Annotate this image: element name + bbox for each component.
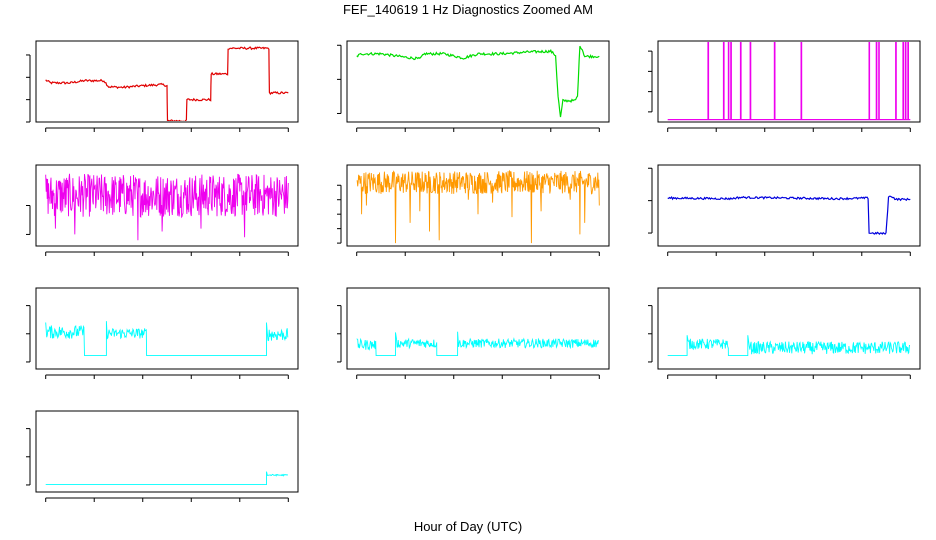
chart-panel-1 bbox=[26, 40, 299, 132]
series-line bbox=[356, 331, 599, 357]
data-area bbox=[45, 321, 289, 357]
series-line bbox=[667, 335, 910, 357]
series-line bbox=[45, 173, 289, 241]
series-line bbox=[667, 42, 911, 121]
chart-panel-3 bbox=[648, 40, 921, 132]
panels-group bbox=[26, 40, 921, 502]
chart-panel-9 bbox=[648, 287, 921, 379]
data-area bbox=[45, 471, 289, 486]
data-area bbox=[667, 195, 911, 235]
plot-frame bbox=[346, 287, 610, 370]
data-area bbox=[45, 46, 289, 121]
data-area bbox=[356, 45, 600, 118]
plot-frame bbox=[35, 287, 299, 370]
chart-panel-5 bbox=[337, 164, 610, 256]
data-area bbox=[45, 173, 289, 241]
chart-panel-8 bbox=[337, 287, 610, 379]
plot-frame bbox=[35, 410, 299, 493]
data-area bbox=[667, 42, 911, 121]
plot-frame bbox=[657, 164, 921, 247]
chart-panel-6 bbox=[648, 164, 921, 256]
data-area bbox=[356, 169, 600, 244]
plot-frame bbox=[657, 287, 921, 370]
series-line bbox=[667, 195, 911, 235]
chart-panel-4 bbox=[26, 164, 299, 256]
chart-panel-10 bbox=[26, 410, 299, 502]
chart-panel-7 bbox=[26, 287, 299, 379]
plot-frame bbox=[35, 40, 299, 123]
plot-frame bbox=[657, 40, 921, 123]
series-line bbox=[45, 321, 289, 357]
series-line bbox=[356, 169, 600, 244]
plot-frame bbox=[346, 40, 610, 123]
figure-title: FEF_140619 1 Hz Diagnostics Zoomed AM bbox=[343, 2, 593, 17]
plot-frame bbox=[35, 164, 299, 247]
chart-panel-2 bbox=[337, 40, 610, 132]
series-line bbox=[45, 46, 289, 121]
plot-frame bbox=[346, 164, 610, 247]
figure-xlabel: Hour of Day (UTC) bbox=[414, 519, 522, 534]
data-area bbox=[356, 331, 599, 357]
data-area bbox=[667, 335, 910, 357]
series-line bbox=[356, 45, 600, 118]
series-line bbox=[45, 471, 289, 486]
